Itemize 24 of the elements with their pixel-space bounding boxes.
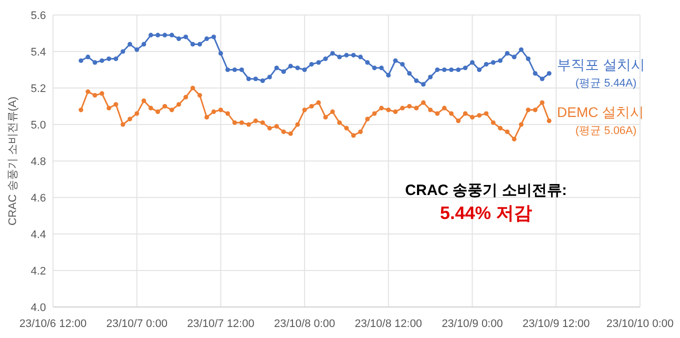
annotation: 5.44% 저감 xyxy=(440,203,532,223)
series-label: 부직포 설치시 xyxy=(557,56,645,72)
y-tick-label: 5.6 xyxy=(30,10,46,22)
x-tick-label: 23/10/9 0:00 xyxy=(442,318,503,330)
x-tick-label: 23/10/8 12:00 xyxy=(354,318,422,330)
y-tick-label: 4.2 xyxy=(30,266,46,278)
y-tick-label: 5.4 xyxy=(30,46,46,58)
y-axis-title: CRAC 송풍기 소비전류(A) xyxy=(7,96,19,226)
y-tick-label: 4.8 xyxy=(30,156,46,168)
annotation: (평균 5.06A) xyxy=(575,124,637,137)
x-tick-label: 23/10/8 0:00 xyxy=(274,318,336,330)
y-tick-label: 4.0 xyxy=(30,302,46,314)
x-tick-label: 23/10/7 0:00 xyxy=(106,318,168,330)
y-tick-label: 5.2 xyxy=(30,83,46,95)
annotation: CRAC 송풍기 소비전류: xyxy=(405,182,567,199)
x-tick-label: 23/10/9 12:00 xyxy=(522,318,590,330)
y-tick-label: 5.0 xyxy=(30,120,46,132)
annotation: (평균 5.44A) xyxy=(575,77,637,90)
y-tick-label: 4.4 xyxy=(30,229,46,241)
y-tick-label: 4.6 xyxy=(30,192,46,204)
series-label: DEMC 설치시 xyxy=(557,104,644,120)
x-tick-label: 23/10/6 12:00 xyxy=(19,318,87,330)
x-tick-label: 23/10/10 0:00 xyxy=(606,318,674,330)
x-tick-label: 23/10/7 12:00 xyxy=(187,318,254,330)
